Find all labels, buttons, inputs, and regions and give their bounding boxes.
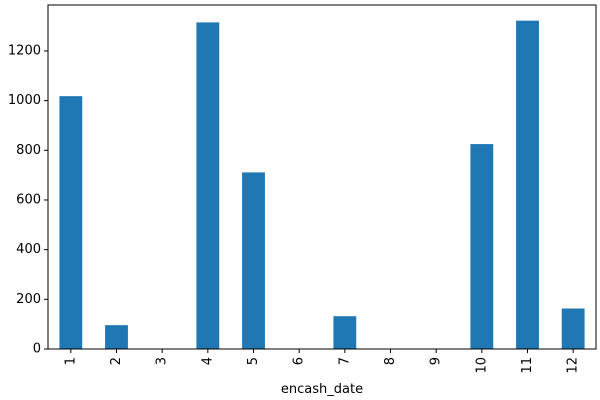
y-tick-label-1000: 1000 (8, 93, 41, 108)
y-tick-label-1200: 1200 (8, 43, 41, 58)
x-axis-title: encash_date (281, 382, 363, 397)
plot-background (48, 5, 596, 349)
x-axis: 1 2 3 4 5 6 7 8 9 10 11 12 (63, 349, 581, 374)
x-tick-label-8: 8 (383, 357, 398, 365)
x-tick-label-5: 5 (246, 357, 261, 365)
x-tick-label-12: 12 (566, 357, 581, 374)
y-tick-label-400: 400 (16, 242, 41, 257)
bar-4 (196, 22, 220, 349)
plot-frame (47, 4, 597, 350)
y-tick-label-0: 0 (33, 342, 41, 357)
bars-layer (59, 20, 585, 350)
y-tick-label-600: 600 (16, 192, 41, 207)
bar-10 (470, 144, 494, 349)
y-axis: 0 200 400 600 800 1000 1200 (8, 43, 48, 357)
bar-11 (516, 20, 539, 350)
y-tick-label-200: 200 (16, 292, 41, 307)
x-tick-label-11: 11 (520, 357, 535, 374)
x-tick-label-2: 2 (109, 357, 124, 365)
x-tick-label-9: 9 (429, 357, 444, 365)
x-tick-label-3: 3 (155, 357, 170, 365)
x-tick-label-10: 10 (474, 357, 489, 374)
bar-12 (561, 308, 585, 349)
bar-5 (242, 172, 265, 349)
bar-7 (333, 316, 357, 349)
y-tick-label-800: 800 (16, 143, 41, 158)
x-tick-label-6: 6 (292, 357, 307, 365)
bar-2 (105, 325, 128, 349)
x-tick-label-7: 7 (337, 357, 352, 365)
x-tick-label-4: 4 (200, 357, 215, 365)
bar-1 (59, 96, 83, 349)
x-tick-label-1: 1 (63, 357, 78, 365)
